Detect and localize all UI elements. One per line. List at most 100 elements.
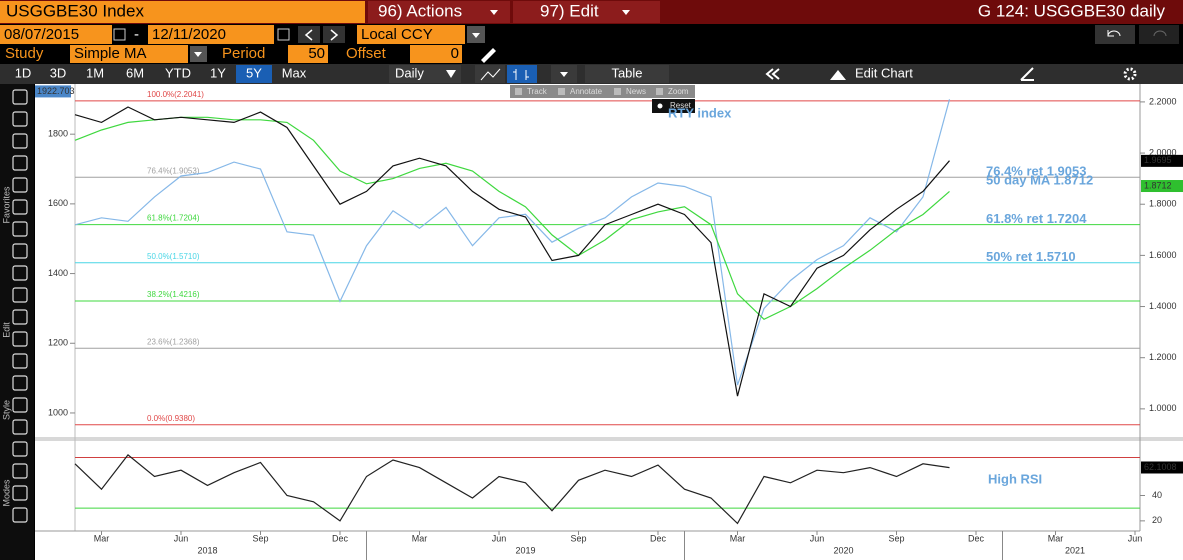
end-date: 12/11/2020 bbox=[152, 26, 226, 43]
study-label: Study bbox=[5, 45, 44, 62]
tool-label[interactable]: Annotate bbox=[570, 87, 603, 96]
dropdown-icon bbox=[194, 52, 202, 57]
period-label: 1D bbox=[15, 65, 32, 80]
redo-button[interactable] bbox=[1139, 25, 1179, 44]
panel-divider bbox=[35, 437, 1183, 441]
dropdown-icon bbox=[490, 10, 498, 15]
y-tick-label: 1400 bbox=[48, 268, 68, 278]
side-icon[interactable] bbox=[12, 89, 28, 105]
side-label: Modes bbox=[1, 479, 11, 507]
period-button[interactable] bbox=[76, 65, 114, 83]
period-button[interactable] bbox=[274, 65, 314, 83]
calendar-icon[interactable] bbox=[277, 28, 290, 41]
actions-button[interactable] bbox=[368, 1, 510, 23]
side-icon[interactable] bbox=[12, 287, 28, 303]
tool-label[interactable]: Zoom bbox=[668, 87, 689, 96]
date-separator: - bbox=[134, 26, 139, 43]
period-label: Max bbox=[282, 65, 307, 80]
frequency: Daily bbox=[395, 65, 424, 80]
edit-button[interactable] bbox=[513, 1, 660, 23]
last-value-label: 1.8712 bbox=[1144, 180, 1172, 190]
undo-icon bbox=[1107, 30, 1121, 37]
study: Simple MA bbox=[74, 45, 147, 62]
x-tick-label: Mar bbox=[94, 533, 110, 543]
y2-tick-label: 1.2000 bbox=[1149, 352, 1177, 362]
side-icon[interactable] bbox=[12, 133, 28, 149]
offset-box[interactable] bbox=[410, 45, 462, 63]
x-tick-label: Jun bbox=[810, 533, 825, 543]
frequency-button[interactable] bbox=[389, 65, 461, 83]
series-line bbox=[74, 99, 951, 386]
last-value-label: 1.9695 bbox=[1144, 155, 1172, 165]
tool-label[interactable]: Track bbox=[527, 87, 548, 96]
period-box[interactable] bbox=[288, 45, 328, 63]
tool-icon[interactable] bbox=[515, 88, 522, 95]
draw-icon[interactable] bbox=[1020, 67, 1034, 81]
side-icon[interactable] bbox=[12, 111, 28, 127]
side-icon[interactable] bbox=[12, 485, 28, 501]
tool-icon[interactable] bbox=[614, 88, 621, 95]
year-label: 2019 bbox=[515, 545, 535, 555]
offset: 0 bbox=[451, 45, 459, 62]
offset-label: Offset bbox=[346, 45, 387, 62]
side-icon[interactable] bbox=[12, 177, 28, 193]
pen-icon[interactable] bbox=[481, 48, 496, 63]
x-tick-label: Mar bbox=[730, 533, 746, 543]
start-date-box[interactable] bbox=[0, 25, 112, 44]
side-icon[interactable] bbox=[12, 463, 28, 479]
x-tick-label: Jun bbox=[492, 533, 507, 543]
period-button[interactable] bbox=[6, 65, 40, 83]
annotation: 50 day MA 1.8712 bbox=[986, 172, 1093, 187]
edit-chart[interactable]: Edit Chart bbox=[855, 65, 913, 80]
undo-button[interactable] bbox=[1095, 25, 1135, 44]
next-button[interactable] bbox=[323, 26, 345, 43]
tool-label[interactable]: News bbox=[626, 87, 646, 96]
reset-label: Reset bbox=[670, 101, 692, 110]
side-icon[interactable] bbox=[12, 419, 28, 435]
y2-tick-label: 1.8000 bbox=[1149, 199, 1177, 209]
side-icon[interactable] bbox=[12, 353, 28, 369]
last-value-box bbox=[1141, 154, 1183, 167]
table-button[interactable] bbox=[585, 65, 669, 83]
fib-label: 0.0%(0.9380) bbox=[147, 414, 195, 423]
last-value-box bbox=[1141, 461, 1183, 474]
ticker-box[interactable] bbox=[0, 1, 365, 23]
side-icon[interactable] bbox=[12, 265, 28, 281]
prev-button[interactable] bbox=[298, 26, 320, 43]
side-icon[interactable] bbox=[12, 199, 28, 215]
last-value-box bbox=[35, 85, 71, 98]
side-icon[interactable] bbox=[12, 375, 28, 391]
table-label: Table bbox=[611, 65, 642, 80]
end-date-box[interactable] bbox=[148, 25, 274, 44]
side-icon[interactable] bbox=[12, 331, 28, 347]
study-box[interactable] bbox=[70, 45, 188, 63]
period-button[interactable] bbox=[42, 65, 74, 83]
side-icon[interactable] bbox=[12, 155, 28, 171]
collapse-icon[interactable] bbox=[765, 68, 780, 80]
period-label: 1M bbox=[86, 65, 104, 80]
period-button[interactable] bbox=[236, 65, 272, 83]
side-icon[interactable] bbox=[12, 397, 28, 413]
annotation: 61.8% ret 1.7204 bbox=[986, 211, 1087, 226]
tool-icon[interactable] bbox=[656, 88, 663, 95]
reset-button[interactable] bbox=[652, 99, 695, 113]
y2-tick-label: 2.0000 bbox=[1149, 147, 1177, 157]
period-button[interactable] bbox=[202, 65, 234, 83]
y2-tick-label: 1.6000 bbox=[1149, 250, 1177, 260]
side-icon[interactable] bbox=[12, 507, 28, 523]
side-label: Favorites bbox=[1, 186, 11, 224]
side-icon[interactable] bbox=[12, 243, 28, 259]
next-icon bbox=[330, 29, 339, 41]
period-button[interactable] bbox=[116, 65, 154, 83]
side-icon[interactable] bbox=[12, 309, 28, 325]
tool-icon[interactable] bbox=[558, 88, 565, 95]
period-button[interactable] bbox=[156, 65, 200, 83]
currency-box[interactable] bbox=[357, 25, 465, 44]
side-icon[interactable] bbox=[12, 441, 28, 457]
calendar-icon[interactable] bbox=[113, 28, 126, 41]
settings-icon[interactable] bbox=[1123, 67, 1137, 81]
x-tick-label: Mar bbox=[1048, 533, 1064, 543]
fib-label: 50.0%(1.5710) bbox=[147, 252, 200, 261]
side-icon[interactable] bbox=[12, 221, 28, 237]
bar-chart-button[interactable] bbox=[507, 65, 537, 83]
